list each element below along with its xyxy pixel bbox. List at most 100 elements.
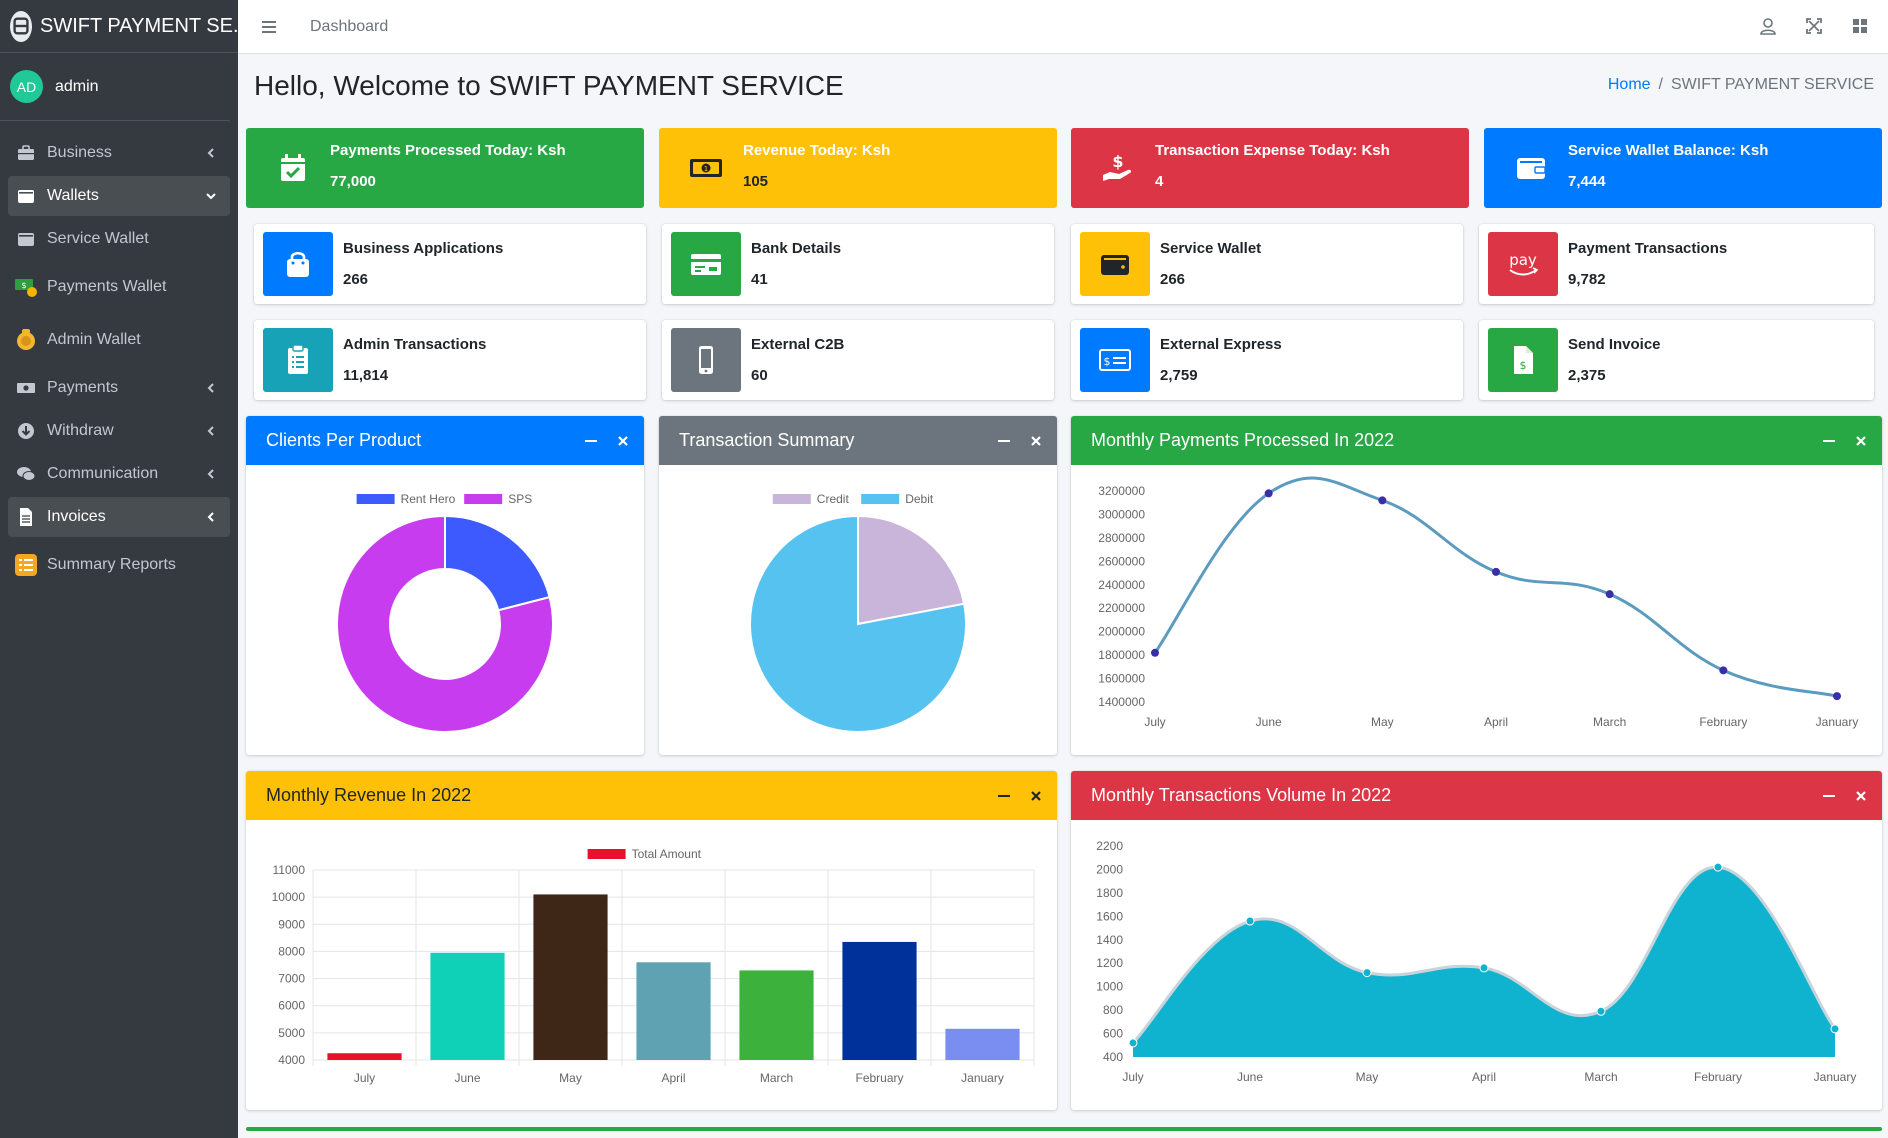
data-point: [1245, 916, 1255, 926]
close-icon[interactable]: [1854, 432, 1868, 446]
data-point: [1719, 666, 1728, 675]
user-panel[interactable]: AD admin: [0, 53, 230, 121]
download-icon: [14, 419, 38, 443]
info-box-external-c2b[interactable]: External C2B 60: [662, 320, 1054, 400]
user-name[interactable]: admin: [55, 77, 99, 95]
stat-box-transaction-expense[interactable]: $ Transaction Expense Today: Ksh 4: [1071, 128, 1469, 208]
data-point: [1128, 1038, 1138, 1048]
info-value: 41: [751, 271, 768, 288]
y-tick-label: 800: [1103, 1003, 1123, 1017]
sidebar-item-label: Admin Wallet: [47, 331, 141, 348]
info-box-business-applications[interactable]: Business Applications 266: [254, 224, 646, 304]
shopping-bag-icon: [263, 232, 333, 296]
y-tick-label: 8000: [278, 944, 305, 958]
info-label: External Express: [1160, 336, 1282, 353]
legend-label: Debit: [905, 492, 934, 506]
line-chart: 1400000 1600000 1800000 2000000 2200000 24000…: [1098, 476, 1858, 729]
close-icon[interactable]: [616, 432, 630, 446]
info-value: 11,814: [343, 367, 389, 384]
data-point: [1264, 489, 1273, 498]
stat-box-service-wallet-balance[interactable]: Service Wallet Balance: Ksh 7,444: [1484, 128, 1882, 208]
brand-link[interactable]: SWIFT PAYMENT SE...: [0, 0, 250, 53]
collapse-icon[interactable]: [584, 432, 598, 446]
collapse-icon[interactable]: [997, 432, 1011, 446]
sidebar-item-summary-reports[interactable]: Summary Reports: [8, 540, 230, 590]
hamburger-menu-icon[interactable]: [260, 17, 280, 37]
info-label: Send Invoice: [1568, 336, 1661, 353]
collapse-icon[interactable]: [997, 787, 1011, 801]
x-tick-label: July: [1122, 1070, 1143, 1084]
stat-value: 77,000: [330, 173, 376, 190]
info-box-bank-details[interactable]: Bank Details 41: [662, 224, 1054, 304]
sidebar-item-payments-wallet[interactable]: $ Payments Wallet: [8, 262, 230, 312]
info-box-payment-transactions[interactable]: pay Payment Transactions 9,782: [1479, 224, 1874, 304]
x-tick-label: March: [1593, 715, 1626, 729]
card-clients-per-product: Clients Per Product Rent Hero SPS: [246, 416, 644, 755]
stat-box-payments-processed[interactable]: Payments Processed Today: Ksh 77,000: [246, 128, 644, 208]
close-icon[interactable]: [1029, 787, 1043, 801]
x-tick-label: June: [1256, 715, 1282, 729]
sidebar-item-withdraw[interactable]: Withdraw: [8, 411, 230, 451]
clipboard-list-icon: [263, 328, 333, 392]
y-tick-label: 2000: [1096, 862, 1123, 876]
sidebar-item-communication[interactable]: Communication: [8, 454, 230, 494]
sidebar-item-wallets[interactable]: Wallets: [8, 176, 230, 216]
y-tick-label: 9000: [278, 917, 305, 931]
collapse-icon[interactable]: [1822, 432, 1836, 446]
y-tick-label: 400: [1103, 1050, 1123, 1064]
pay-icon: pay: [1488, 232, 1558, 296]
chevron-left-icon: [207, 426, 214, 436]
info-box-service-wallet[interactable]: Service Wallet 266: [1071, 224, 1463, 304]
stat-value: 105: [743, 173, 769, 190]
money-bag-icon: $: [14, 275, 38, 299]
sidebar-item-payments[interactable]: Payments: [8, 368, 230, 408]
list-report-icon: [14, 553, 38, 577]
collapse-icon[interactable]: [1822, 787, 1836, 801]
user-icon[interactable]: [1758, 16, 1778, 36]
stat-box-revenue-today[interactable]: 1 Revenue Today: Ksh 105: [659, 128, 1057, 208]
page-title: Hello, Welcome to SWIFT PAYMENT SERVICE: [254, 70, 844, 101]
legend-swatch: [464, 494, 503, 504]
legend-label: SPS: [508, 492, 532, 506]
invoice-icon: [14, 505, 38, 529]
top-icons: [1758, 16, 1870, 36]
close-icon[interactable]: [1854, 787, 1868, 801]
data-point: [1378, 496, 1387, 505]
data-point: [1362, 968, 1372, 978]
close-icon[interactable]: [1029, 432, 1043, 446]
bar: [327, 1053, 402, 1060]
svg-text:$: $: [1112, 152, 1123, 171]
sidebar-item-admin-wallet[interactable]: Admin Wallet: [8, 315, 230, 365]
x-tick-label: June: [1237, 1070, 1263, 1084]
wallet-icon: [14, 227, 38, 251]
sidebar-item-label: Business: [47, 144, 112, 161]
nav-link-dashboard[interactable]: Dashboard: [310, 17, 389, 35]
bar: [842, 941, 917, 1060]
legend-label: Rent Hero: [401, 492, 456, 506]
info-label: Admin Transactions: [343, 336, 487, 353]
sidebar-item-invoices[interactable]: Invoices: [8, 497, 230, 537]
svg-text:$: $: [1104, 355, 1111, 368]
svg-text:1: 1: [704, 165, 708, 173]
stat-label: Payments Processed Today: Ksh: [330, 142, 566, 159]
chevron-left-icon: [207, 148, 214, 158]
info-label: Payment Transactions: [1568, 240, 1728, 257]
data-point: [1479, 963, 1489, 973]
chevron-left-icon: [207, 383, 214, 393]
breadcrumb-home-link[interactable]: Home: [1607, 76, 1651, 93]
info-box-admin-transactions[interactable]: Admin Transactions 11,814: [254, 320, 646, 400]
bar: [739, 970, 814, 1060]
info-box-send-invoice[interactable]: $ Send Invoice 2,375: [1479, 320, 1874, 400]
sidebar-item-service-wallet[interactable]: Service Wallet: [8, 219, 230, 259]
apps-grid-icon[interactable]: [1850, 16, 1870, 36]
data-point: [1830, 1024, 1840, 1034]
data-point: [1151, 648, 1159, 657]
y-tick-label: 2200: [1096, 839, 1123, 853]
bar: [636, 962, 711, 1060]
info-box-external-express[interactable]: $ External Express 2,759: [1071, 320, 1463, 400]
y-tick-label: 1000: [1096, 980, 1123, 994]
sidebar-item-business[interactable]: Business: [8, 133, 230, 173]
fullscreen-icon[interactable]: [1804, 16, 1824, 36]
card-title: Transaction Summary: [679, 430, 855, 450]
brand-title: SWIFT PAYMENT SE...: [40, 14, 250, 37]
